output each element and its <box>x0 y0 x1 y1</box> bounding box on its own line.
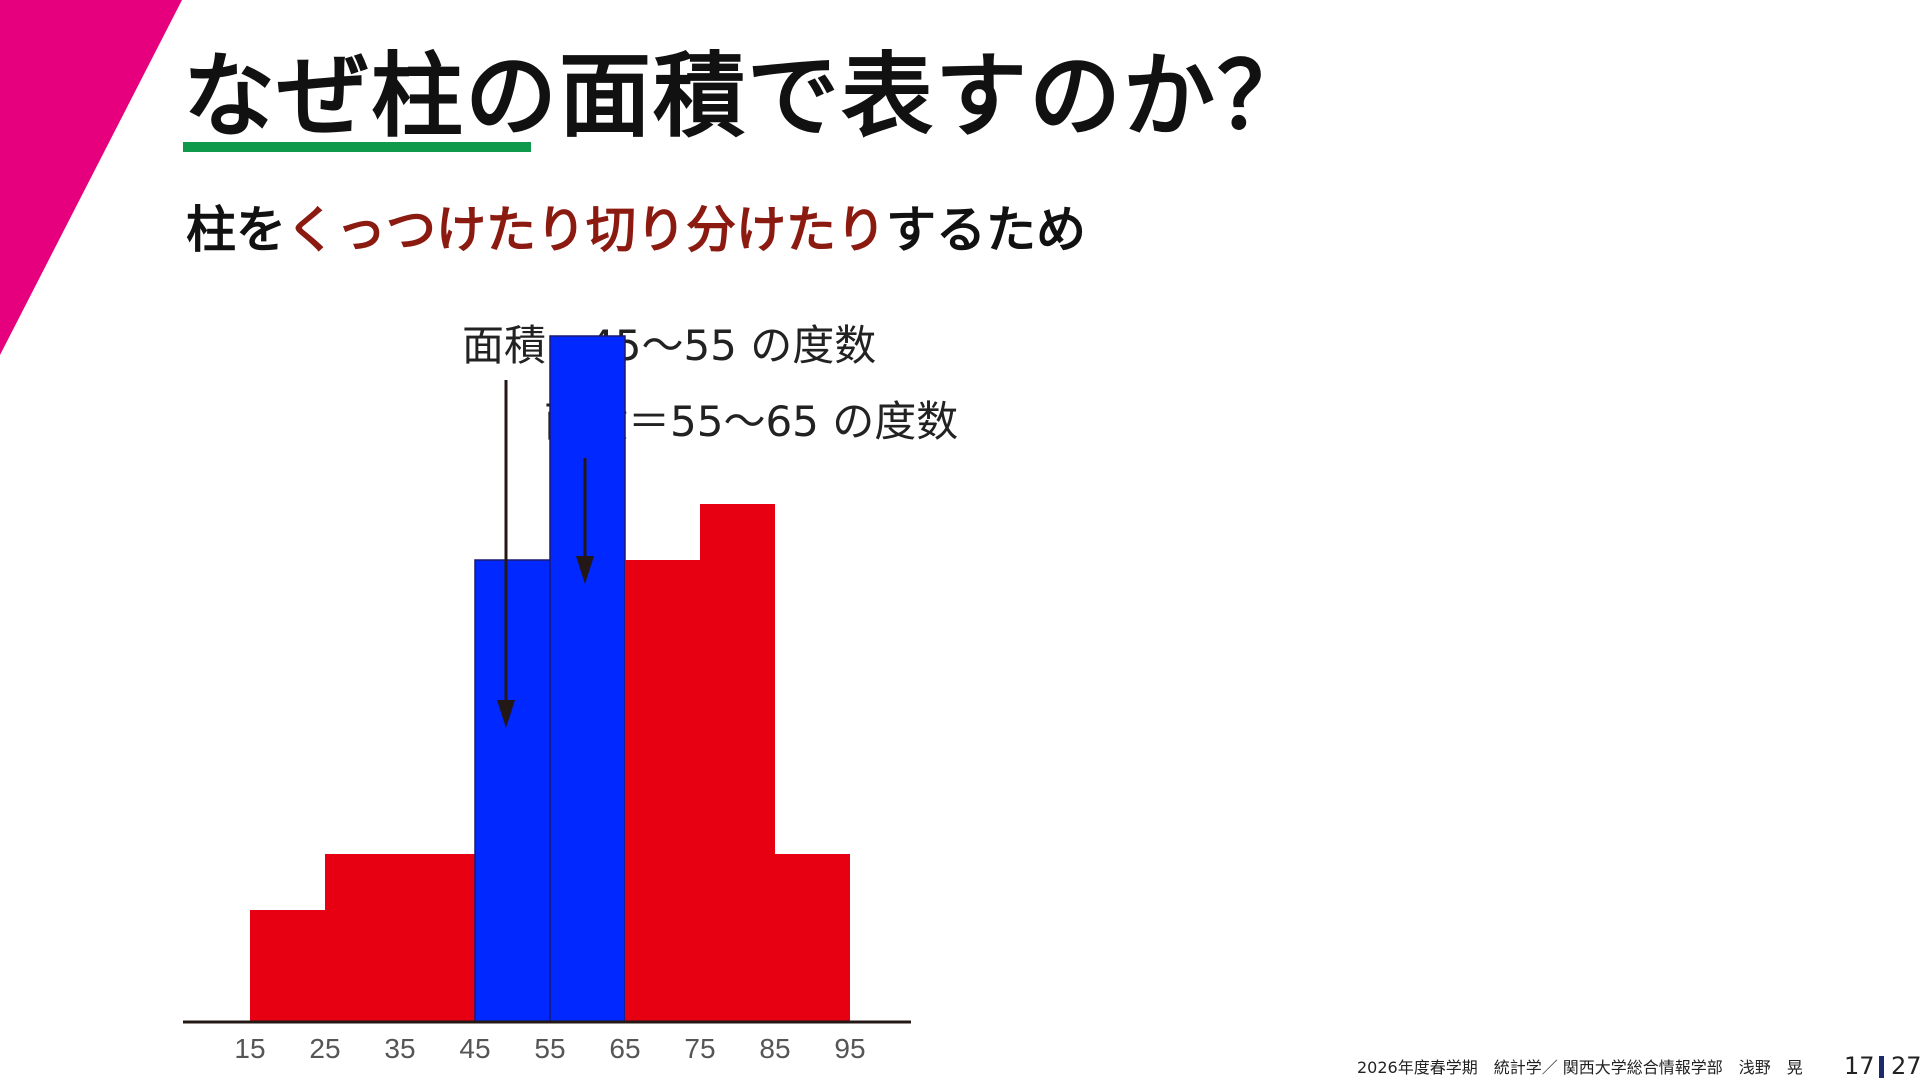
page-number-total: 27 <box>1891 1052 1920 1080</box>
title-underline <box>183 142 531 152</box>
x-tick-label: 35 <box>384 1033 415 1064</box>
accent-triangle <box>0 0 182 355</box>
subtitle-suffix: するため <box>886 201 1086 259</box>
x-tick-label: 85 <box>759 1033 790 1064</box>
arrowhead-45-55 <box>497 700 515 728</box>
footer-course-info: 2026年度春学期 統計学／ 関西大学総合情報学部 浅野 晃 <box>1357 1058 1803 1077</box>
histogram-bar-75-85 <box>700 504 775 1022</box>
annotation-arrows <box>497 380 594 728</box>
slide-subtitle: 柱をくっつけたり切り分けたりするため <box>186 190 1086 262</box>
annotation-45-55: 面積＝45～55 の度数 <box>462 321 877 370</box>
x-tick-label: 65 <box>609 1033 640 1064</box>
x-tick-label: 55 <box>534 1033 565 1064</box>
page-number-current: 17 <box>1844 1052 1875 1080</box>
histogram-bar-25-45 <box>325 854 475 1022</box>
arrowhead-55-65 <box>576 556 594 584</box>
x-tick-label: 15 <box>234 1033 265 1064</box>
page-number-separator <box>1879 1056 1884 1078</box>
bars-layer <box>250 335 850 1023</box>
histogram-bar-15-25 <box>250 910 325 1022</box>
x-tick-label: 45 <box>459 1033 490 1064</box>
tick-labels: 15 25 35 45 55 65 75 85 95 <box>234 1033 865 1064</box>
x-tick-label: 25 <box>309 1033 340 1064</box>
slide-title: なぜ柱の面積で表すのか？ <box>183 43 1312 150</box>
subtitle-highlight: くっつけたり切り分けたり <box>286 201 886 259</box>
x-tick-label: 75 <box>684 1033 715 1064</box>
histogram-bar-65-75 <box>625 560 700 1022</box>
subtitle-prefix: 柱を <box>186 201 286 259</box>
x-tick-label: 95 <box>834 1033 865 1064</box>
histogram-bar-55-65 <box>549 335 626 1023</box>
histogram-bar-85-95 <box>775 854 850 1022</box>
histogram-bar-45-55 <box>474 559 551 1023</box>
